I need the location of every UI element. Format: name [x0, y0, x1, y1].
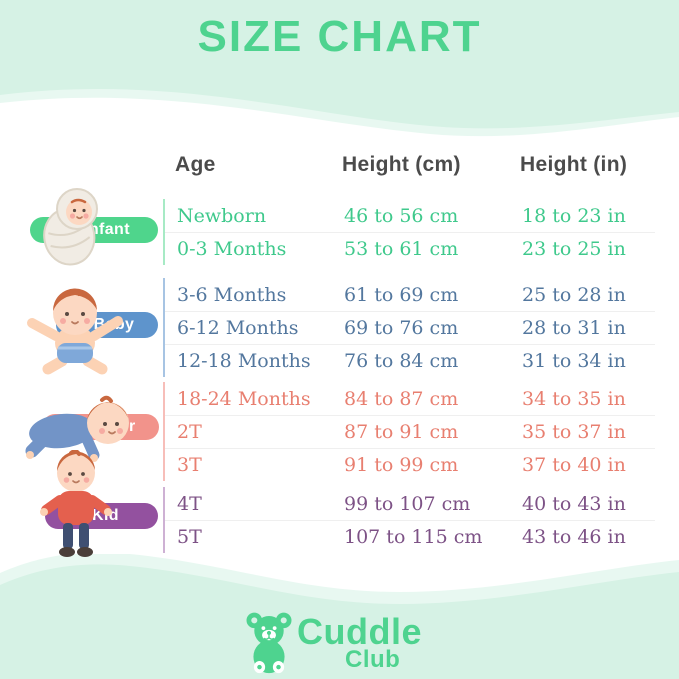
age-cell: 4T — [177, 492, 202, 515]
height-in-cell: 25 to 28 in — [522, 283, 626, 306]
height-cm-cell: 53 to 61 cm — [344, 238, 459, 260]
height-in-cell: 35 to 37 in — [522, 421, 626, 443]
table-row: 3-6 Months 61 to 69 cm 25 to 28 in — [165, 278, 655, 311]
table-row: 5T 107 to 115 cm 43 to 46 in — [165, 520, 655, 553]
table-header: Age Height (cm) Height (in) — [163, 148, 658, 181]
infant-group-pill: Infant — [30, 217, 158, 243]
height-in-cell: 34 to 35 in — [522, 387, 626, 410]
kid-group-pill: Kid — [45, 503, 158, 529]
group-pill-label: Kid — [92, 507, 119, 524]
age-cell: 12-18 Months — [177, 350, 311, 372]
table-row: Newborn 46 to 56 cm 18 to 23 in — [165, 199, 655, 232]
table-row: 12-18 Months 76 to 84 cm 31 to 34 in — [165, 344, 655, 377]
height-cm-cell: 107 to 115 cm — [344, 526, 483, 548]
height-in-cell: 18 to 23 in — [522, 204, 626, 227]
group-pill-label: Infant — [84, 221, 130, 238]
page-title: SIZE CHART — [197, 12, 482, 61]
height-in-cell: 37 to 40 in — [522, 454, 626, 476]
height-cm-cell: 84 to 87 cm — [344, 387, 459, 410]
size-group-kid: 4T 99 to 107 cm 40 to 43 in 5T 107 to 11… — [163, 487, 655, 553]
group-pill-label: Toddler — [75, 418, 136, 435]
height-in-cell: 43 to 46 in — [522, 526, 626, 548]
height-cm-cell: 76 to 84 cm — [344, 350, 459, 372]
height-cm-cell: 69 to 76 cm — [344, 317, 459, 339]
height-cm-cell: 91 to 99 cm — [344, 454, 459, 476]
group-pill-label: Baby — [93, 316, 135, 333]
age-cell: 5T — [177, 526, 202, 548]
age-cell: 0-3 Months — [177, 238, 287, 260]
height-in-cell: 40 to 43 in — [522, 492, 626, 515]
height-in-cell: 23 to 25 in — [522, 238, 626, 260]
height-cm-cell: 87 to 91 cm — [344, 421, 459, 443]
header-height-cm: Height (cm) — [342, 152, 461, 176]
age-cell: 2T — [177, 421, 202, 443]
header-height-in: Height (in) — [520, 152, 628, 176]
age-cell: 3-6 Months — [177, 283, 287, 306]
table-row: 2T 87 to 91 cm 35 to 37 in — [165, 415, 655, 448]
baby-group-pill: Baby — [56, 312, 158, 338]
table-row: 18-24 Months 84 to 87 cm 34 to 35 in — [165, 382, 655, 415]
height-cm-cell: 61 to 69 cm — [344, 283, 459, 306]
table-row: 4T 99 to 107 cm 40 to 43 in — [165, 487, 655, 520]
brand-suffix: Club — [345, 646, 401, 673]
table-row: 0-3 Months 53 to 61 cm 23 to 25 in — [165, 232, 655, 265]
height-cm-cell: 46 to 56 cm — [344, 204, 459, 227]
teddy-bear-logo-icon — [246, 612, 292, 674]
height-in-cell: 28 to 31 in — [522, 317, 626, 339]
size-group-infant: Newborn 46 to 56 cm 18 to 23 in 0-3 Mont… — [163, 199, 655, 265]
size-group-toddler: 18-24 Months 84 to 87 cm 34 to 35 in 2T … — [163, 382, 655, 481]
age-cell: 3T — [177, 454, 202, 476]
age-cell: 6-12 Months — [177, 317, 299, 339]
header-age: Age — [175, 152, 216, 176]
table-row: 3T 91 to 99 cm 37 to 40 in — [165, 448, 655, 481]
size-group-baby: 3-6 Months 61 to 69 cm 25 to 28 in 6-12 … — [163, 278, 655, 377]
toddler-group-pill: Toddler — [42, 414, 159, 440]
table-row: 6-12 Months 69 to 76 cm 28 to 31 in — [165, 311, 655, 344]
height-cm-cell: 99 to 107 cm — [344, 492, 471, 515]
height-in-cell: 31 to 34 in — [522, 350, 626, 372]
age-cell: 18-24 Months — [177, 387, 311, 410]
age-cell: Newborn — [177, 204, 267, 227]
